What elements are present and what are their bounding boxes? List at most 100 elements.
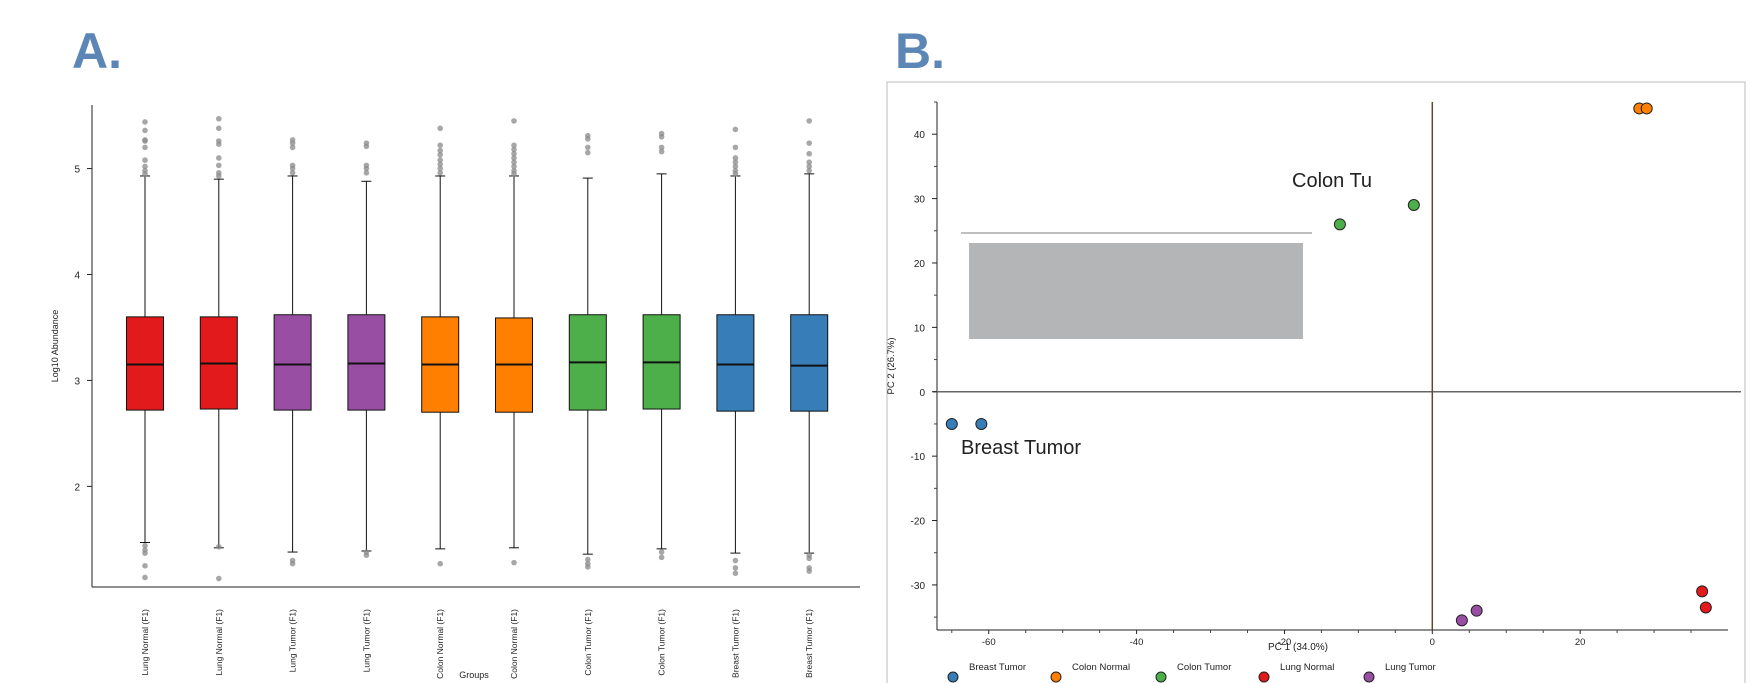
- x-tick-label: 0: [1430, 637, 1435, 648]
- point-lung-normal: [1696, 585, 1709, 598]
- point-lung-tumor: [1470, 604, 1483, 617]
- outlier-point: [216, 575, 222, 582]
- y-tick-label: 40: [914, 130, 926, 141]
- x-axis-label: PC 1 (34.0%): [1268, 642, 1328, 653]
- point-breast-tumor: [945, 417, 958, 430]
- outlier-point: [806, 159, 812, 166]
- x-tick-label: Breast Tumor (F1): [804, 609, 814, 678]
- legend-label: Lung Normal: [1280, 662, 1334, 673]
- x-tick-label: Lung Normal (F1): [140, 609, 150, 676]
- outlier-point: [289, 144, 296, 151]
- outlier-point: [732, 159, 739, 166]
- legend-label: Colon Normal: [1072, 662, 1130, 673]
- y-tick-label: 4: [74, 270, 80, 281]
- outlier-point: [732, 557, 739, 564]
- outlier-point: [142, 574, 148, 581]
- outlier-point: [363, 549, 370, 555]
- outlier-point: [216, 169, 222, 176]
- outlier-point: [437, 560, 444, 567]
- box-iqr: [347, 314, 386, 411]
- outlier-point: [732, 126, 739, 133]
- outlier-point: [511, 146, 517, 153]
- outlier-point: [216, 115, 222, 122]
- callout-box: [969, 243, 1303, 339]
- x-tick-label: 20: [1575, 637, 1586, 648]
- box-6: [495, 118, 533, 566]
- y-tick-label: 3: [74, 376, 80, 387]
- outlier-point: [806, 552, 812, 559]
- point-colon-tumor: [1407, 199, 1420, 212]
- outlier-point: [142, 163, 148, 170]
- point-colon-normal: [1640, 102, 1653, 115]
- outlier-point: [658, 130, 665, 137]
- panel-b-letter: B.: [895, 23, 945, 79]
- box-2: [199, 115, 238, 582]
- point-breast-tumor: [975, 417, 988, 430]
- y-tick-label: -10: [911, 452, 926, 463]
- outlier-point: [289, 169, 296, 176]
- legend-marker: [947, 671, 959, 683]
- legend-label: Colon Tumor: [1177, 662, 1231, 673]
- outlier-point: [289, 557, 296, 564]
- outlier-point: [142, 563, 148, 569]
- x-tick-label: Colon Tumor (F1): [583, 609, 593, 676]
- box-iqr: [126, 316, 164, 411]
- outlier-point: [585, 556, 591, 563]
- outlier-point: [216, 155, 222, 161]
- legend-label: Breast Tumor: [969, 662, 1026, 673]
- outlier-point: [658, 144, 665, 151]
- outlier-point: [142, 137, 148, 143]
- outlier-point: [732, 163, 739, 170]
- y-tick-label: 10: [914, 323, 926, 334]
- outlier-point: [511, 167, 517, 174]
- outlier-point: [732, 144, 739, 151]
- outlier-point: [437, 165, 444, 172]
- outlier-point: [363, 162, 370, 169]
- y-tick-label: 0: [919, 388, 925, 399]
- outlier-point: [142, 167, 148, 174]
- outlier-point: [806, 150, 812, 157]
- x-tick-label: Colon Normal (F1): [435, 609, 445, 679]
- outlier-point: [289, 162, 296, 169]
- y-tick-label: 20: [914, 259, 926, 270]
- panel-a-letter: A.: [72, 23, 122, 79]
- point-lung-tumor: [1455, 614, 1468, 627]
- outlier-point: [216, 543, 222, 550]
- annotation-colon-tumor: Colon Tu: [1292, 170, 1372, 192]
- x-tick-label: Lung Tumor (F1): [361, 609, 371, 672]
- outlier-point: [142, 547, 148, 553]
- x-tick-label: Lung Tumor (F1): [288, 609, 298, 672]
- annotation-breast-tumor: Breast Tumor: [961, 437, 1081, 459]
- outlier-point: [142, 144, 148, 151]
- legend-marker: [1258, 671, 1270, 683]
- x-tick-label: -40: [1130, 637, 1144, 648]
- box-7: [568, 132, 607, 570]
- outlier-point: [216, 162, 222, 169]
- y-tick-label: 30: [914, 195, 926, 206]
- box-iqr: [273, 314, 312, 411]
- outlier-point: [511, 559, 517, 566]
- box-10: [790, 118, 829, 574]
- outlier-point: [437, 161, 444, 168]
- legend-marker: [1050, 671, 1062, 683]
- point-lung-normal: [1699, 601, 1712, 614]
- outlier-point: [806, 118, 812, 124]
- y-tick-label: 2: [74, 482, 80, 493]
- box-4: [347, 140, 386, 559]
- box-9: [716, 126, 755, 577]
- outlier-point: [289, 137, 296, 143]
- outlier-point: [142, 157, 148, 163]
- outlier-point: [658, 554, 665, 561]
- outlier-point: [511, 142, 517, 149]
- y-tick-label: -30: [911, 581, 926, 592]
- y-axis-label: Log10 Abundance: [50, 310, 60, 383]
- outlier-point: [585, 149, 591, 156]
- outlier-point: [806, 140, 812, 146]
- outlier-point: [142, 127, 148, 134]
- box-8: [642, 130, 681, 561]
- y-tick-label: -20: [911, 517, 926, 528]
- outlier-point: [142, 119, 148, 125]
- x-tick-label: Lung Normal (F1): [214, 609, 224, 676]
- outlier-point: [511, 155, 517, 161]
